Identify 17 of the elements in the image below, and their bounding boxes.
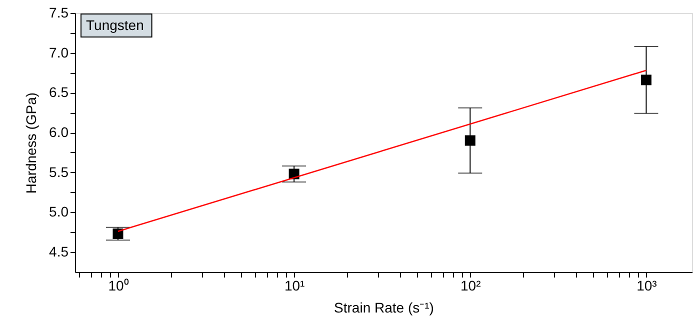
x-tick-label: 10³	[636, 278, 658, 294]
x-tick-label: 10²	[460, 278, 482, 294]
point	[464, 135, 476, 146]
point	[640, 74, 652, 86]
y-tick-label: 4.5	[49, 244, 69, 260]
x-tick-label: 10¹	[284, 278, 306, 294]
y-tick-label: 5.5	[49, 164, 69, 180]
y-tick-label: 6.5	[49, 84, 69, 100]
annotation: Tungsten	[86, 17, 144, 33]
y-axis-title: Hardness (GPa)	[23, 92, 40, 194]
y-tick-label: 7.0	[49, 44, 69, 60]
point	[112, 228, 124, 239]
y-tick-label: 6.0	[49, 124, 69, 140]
y-tick-label: 5.0	[49, 204, 69, 220]
x-axis-title: Strain Rate (s⁻¹)	[334, 300, 434, 316]
y-tick-label: 7.5	[49, 4, 69, 20]
x-tick-label: 10⁰	[108, 278, 129, 294]
